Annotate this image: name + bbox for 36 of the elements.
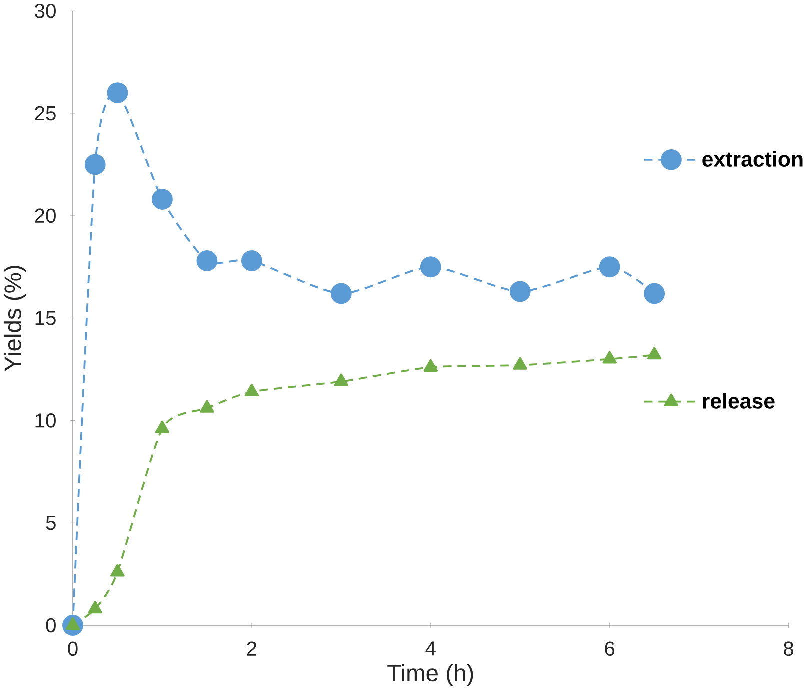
point [241,250,262,272]
y-tick-label: 15 [36,311,56,326]
point [84,154,106,176]
x-tick-label: 0 [68,642,78,656]
point [513,357,528,370]
point [200,400,214,413]
point [424,359,438,372]
point [330,283,352,304]
y-axis-title: Yields (%) [4,266,26,372]
point [644,283,666,304]
point [196,250,218,272]
point [599,256,620,278]
y-tick-label: 5 [46,516,56,530]
x-tick-label: 2 [247,642,257,656]
x-axis-title: Time (h) [388,664,474,686]
point [88,600,102,614]
legend-label: extraction [702,151,803,167]
y-tick-label: 25 [35,106,56,121]
point [155,420,170,434]
y-tick-label: 10 [36,413,56,428]
point [152,188,173,210]
y-tick-label: 20 [35,208,56,223]
y-tick-label: 30 [35,4,56,18]
x-tick-label: 8 [784,642,794,656]
point [510,281,531,302]
point [602,351,617,364]
point [334,374,349,386]
point [107,82,128,104]
y-tick-label: 0 [46,618,56,633]
point [244,384,260,396]
point [420,256,442,278]
x-tick-label: 6 [605,642,615,656]
legend-label: release [703,393,775,409]
point [110,564,125,577]
x-tick-label: 4 [426,642,436,656]
point [647,346,662,360]
